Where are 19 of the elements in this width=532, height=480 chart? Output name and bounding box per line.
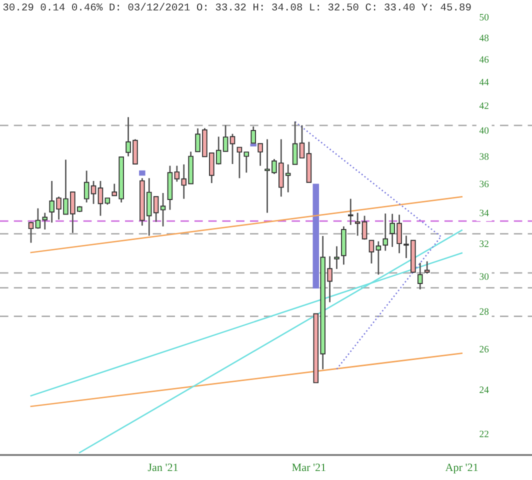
y-tick-label: 36 (480, 180, 489, 188)
y-tick-label: 24 (480, 386, 489, 393)
y-tick-label: 44 (479, 78, 489, 86)
y-tick-label: 22 (480, 430, 488, 438)
y-tick-label: 30 (480, 273, 489, 280)
y-tick-label: 46 (479, 56, 489, 63)
x-tick-label: Jan '21 (148, 464, 178, 472)
y-tick-label: 42 (479, 102, 488, 109)
y-tick-label: 26 (480, 346, 489, 352)
y-tick-label: 48 (479, 34, 489, 42)
y-tick-label: 38 (480, 153, 489, 160)
y-tick-label: 40 (479, 127, 489, 134)
x-tick-label: Mar '21 (292, 464, 326, 472)
y-tick-label: 32 (480, 240, 488, 248)
y-tick-label: 28 (480, 308, 489, 315)
y-tick-label: 50 (480, 14, 489, 20)
x-tick-label: Apr '21 (445, 464, 478, 474)
y-tick-label: 34 (480, 210, 489, 216)
chart-title: 30.29 0.14 0.46% D: 03/12/2021 O: 33.32 H: 34.08 L: 32.50 C: 33.40 Y: 45.89 (3, 2, 471, 11)
